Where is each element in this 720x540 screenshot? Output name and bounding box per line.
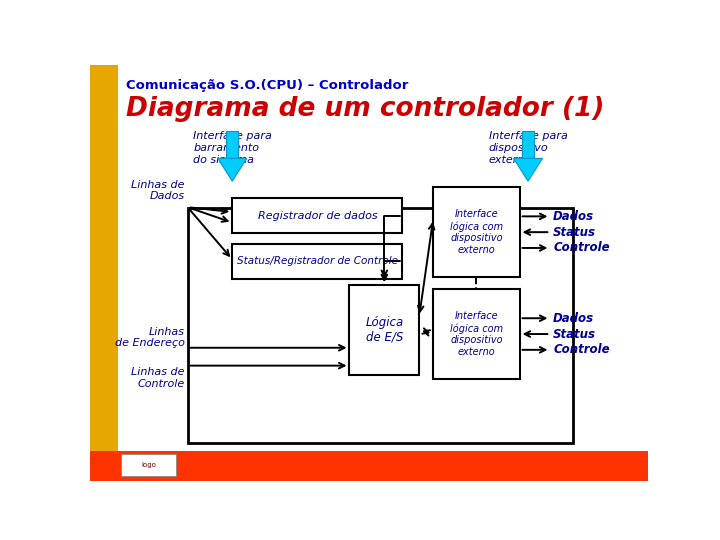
- Bar: [121, 454, 176, 476]
- Bar: [233, 244, 402, 279]
- Text: Interface para
barramento
do sistema: Interface para barramento do sistema: [193, 131, 272, 165]
- Text: Status/Registrador de Controle: Status/Registrador de Controle: [237, 256, 398, 266]
- Text: Diagrama de um controlador (1): Diagrama de um controlador (1): [126, 96, 605, 122]
- Bar: [226, 131, 238, 158]
- Text: Controle: Controle: [553, 343, 610, 356]
- Bar: [433, 187, 520, 277]
- Bar: [90, 451, 648, 481]
- Text: Linhas
de Endereço: Linhas de Endereço: [115, 327, 185, 348]
- Text: Interface
lógica com
dispositivo
externo: Interface lógica com dispositivo externo: [450, 312, 503, 357]
- Text: Comunicação S.O.(CPU) – Controlador: Comunicação S.O.(CPU) – Controlador: [126, 79, 409, 92]
- Bar: [522, 131, 534, 158]
- Text: Registrador de dados: Registrador de dados: [258, 211, 377, 220]
- Text: Lógica
de E/S: Lógica de E/S: [365, 316, 403, 344]
- Text: Dados: Dados: [553, 312, 594, 325]
- Bar: [233, 198, 402, 233]
- Polygon shape: [217, 158, 247, 181]
- Text: Linhas de
Dados: Linhas de Dados: [131, 180, 185, 201]
- Text: Interface
lógica com
dispositivo
externo: Interface lógica com dispositivo externo: [450, 210, 503, 255]
- Text: Linhas de
Controle: Linhas de Controle: [131, 367, 185, 389]
- Bar: [433, 289, 520, 379]
- Polygon shape: [513, 158, 543, 181]
- Text: Status: Status: [553, 226, 596, 239]
- Bar: [188, 208, 572, 443]
- Bar: [349, 285, 419, 375]
- Text: Controle: Controle: [553, 241, 610, 254]
- Bar: [90, 65, 118, 451]
- Text: logo: logo: [141, 462, 156, 468]
- Text: Dados: Dados: [553, 210, 594, 223]
- Text: Status: Status: [553, 328, 596, 341]
- Text: Interface para
dispositivo
externo: Interface para dispositivo externo: [489, 131, 568, 165]
